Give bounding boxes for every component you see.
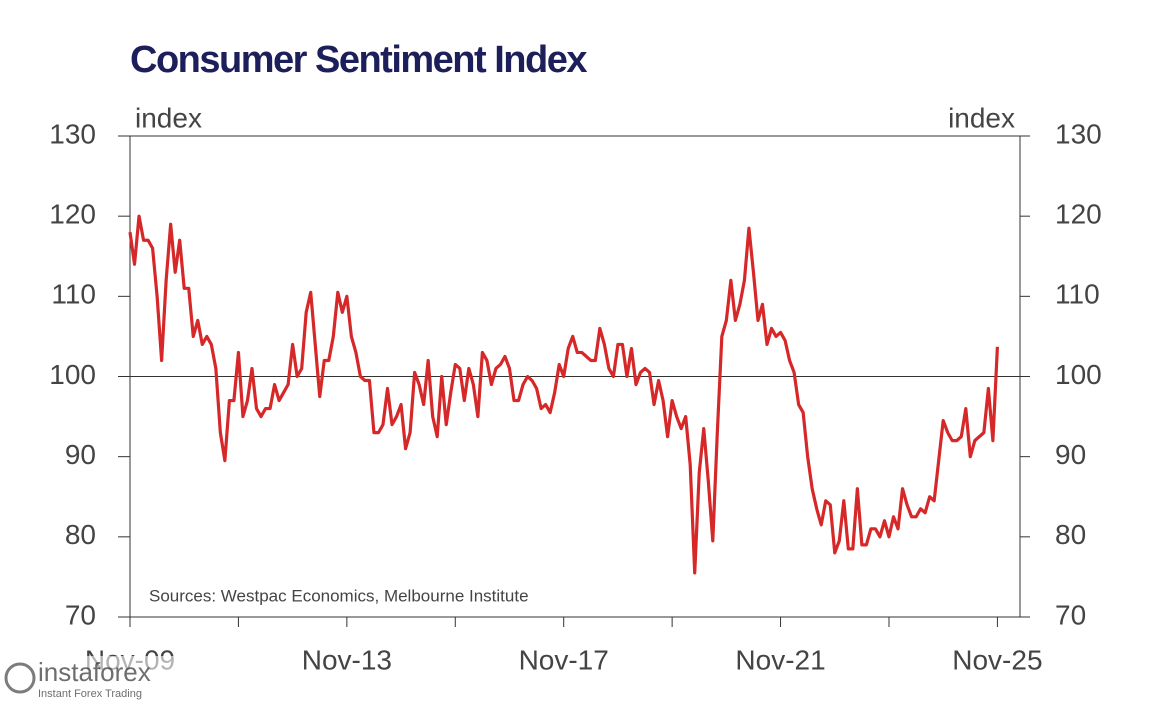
x-tick-label: Nov-25 bbox=[952, 644, 1042, 675]
y-tick-label: 120 bbox=[49, 199, 96, 230]
y-tick-label: 110 bbox=[51, 279, 96, 310]
y-axis-label: index bbox=[135, 102, 202, 133]
watermark-icon bbox=[4, 662, 36, 694]
x-tick-label: Nov-13 bbox=[302, 644, 392, 675]
y2-tick-label: 120 bbox=[1055, 199, 1102, 230]
watermark: instaforex bbox=[38, 657, 151, 687]
y2-tick-label: 90 bbox=[1055, 439, 1086, 470]
x-tick-label: Nov-21 bbox=[735, 644, 825, 675]
y-tick-label: 90 bbox=[65, 439, 96, 470]
y2-tick-label: 80 bbox=[1055, 519, 1086, 550]
y-tick-label: 130 bbox=[49, 118, 96, 149]
y2-axis-label: index bbox=[948, 102, 1015, 133]
watermark-bg bbox=[0, 656, 180, 702]
watermark-group: instaforex Instant Forex Trading bbox=[0, 656, 180, 702]
x-tick-label: Nov-17 bbox=[519, 644, 609, 675]
series-line bbox=[128, 214, 1000, 575]
y2-tick-label: 130 bbox=[1055, 118, 1102, 149]
y2-tick-label: 110 bbox=[1055, 279, 1100, 310]
y2-tick-label: 70 bbox=[1055, 599, 1086, 630]
y-tick-label: 100 bbox=[49, 359, 96, 390]
source-note: Sources: Westpac Economics, Melbourne In… bbox=[149, 586, 529, 605]
watermark-tagline: Instant Forex Trading bbox=[38, 688, 142, 700]
y2-tick-label: 100 bbox=[1055, 359, 1102, 390]
y-tick-label: 70 bbox=[65, 599, 96, 630]
y-tick-label: 80 bbox=[65, 519, 96, 550]
chart-title: Consumer Sentiment Index bbox=[130, 39, 587, 81]
